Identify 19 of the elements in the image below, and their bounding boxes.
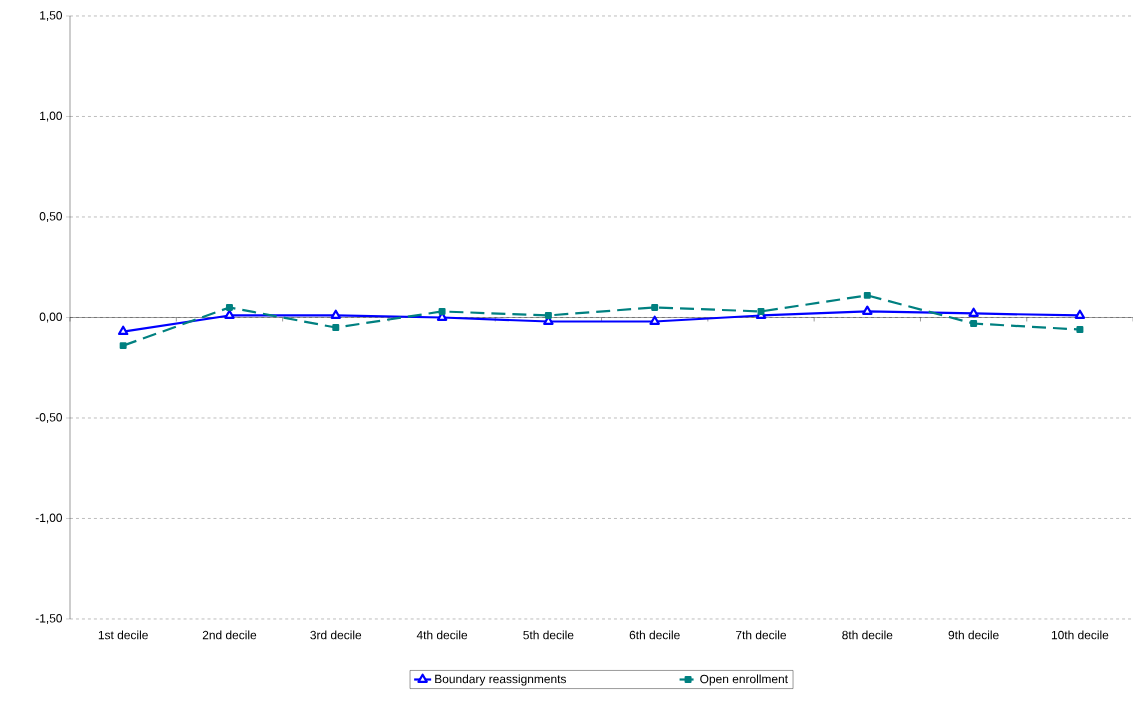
x-tick-label: 10th decile: [1051, 630, 1109, 640]
x-tick-label: 6th decile: [629, 630, 680, 640]
y-tick-label: -0,50: [35, 413, 63, 423]
x-tick-label: 3rd decile: [310, 630, 362, 640]
x-tick-label: 5th decile: [523, 630, 574, 640]
y-tick-label: 0,50: [39, 212, 63, 222]
x-tick-label: 4th decile: [416, 630, 468, 640]
y-tick-label: 0,00: [39, 312, 63, 323]
y-tick-label: -1,00: [35, 513, 63, 524]
legend-label: Boundary reassignments: [435, 674, 567, 686]
x-tick-label: 2nd decile: [202, 630, 257, 640]
x-tick-label: 1st decile: [98, 630, 148, 640]
x-tick-label: 9th decile: [948, 630, 999, 640]
y-tick-label: 1,00: [40, 111, 63, 122]
x-tick-label: 7th decile: [736, 630, 787, 640]
legend-label: Open enrollment: [700, 674, 788, 686]
y-tick-label: -1,50: [35, 614, 63, 624]
y-tick-label: 1,50: [40, 11, 63, 21]
x-tick-label: 8th decile: [842, 630, 893, 640]
